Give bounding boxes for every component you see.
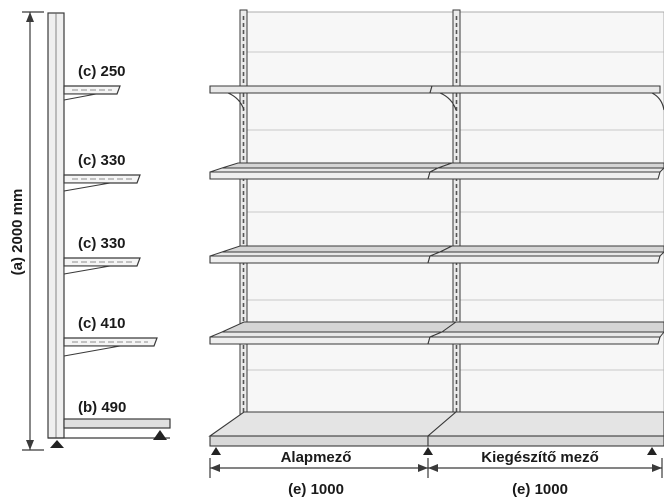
- front-base-shelf: [208, 411, 664, 455]
- height-dimension-line: [22, 11, 44, 451]
- side-view: (a) 2000 mm (c) 25: [9, 11, 171, 451]
- width-dimension-line: [209, 458, 663, 478]
- bay-label-extension: Kiegészítő mező: [481, 449, 599, 466]
- back-panel-right: [457, 11, 664, 427]
- shelf-label-4: (c) 410: [78, 315, 126, 332]
- back-panel-left: [244, 11, 457, 427]
- width-label-base: (e) 1000: [288, 481, 344, 498]
- height-label: (a) 2000 mm: [9, 189, 26, 276]
- shelf-label-2: (c) 330: [78, 152, 126, 169]
- shelf-label-1: (c) 250: [78, 63, 126, 80]
- upright-left: [239, 9, 248, 431]
- side-base: [63, 418, 171, 429]
- upright-middle: [452, 9, 461, 431]
- front-shelf-2: [209, 162, 664, 180]
- front-shelf-4: [209, 321, 664, 345]
- side-bracket-4: [63, 337, 158, 357]
- side-bracket-2: [63, 174, 141, 192]
- bay-label-base: Alapmező: [281, 449, 352, 466]
- side-bracket-1: [63, 85, 121, 101]
- shelf-label-3: (c) 330: [78, 235, 126, 252]
- width-label-extension: (e) 1000: [512, 481, 568, 498]
- front-view: Alapmező Kiegészítő mező (e) 1000 (e) 10…: [208, 9, 664, 498]
- side-bracket-3: [63, 257, 141, 275]
- front-shelf-3: [209, 245, 664, 264]
- shelf-label-5: (b) 490: [78, 399, 126, 416]
- foot-left: [50, 440, 64, 448]
- foot-right: [153, 430, 167, 440]
- front-shelf-1: [209, 85, 664, 111]
